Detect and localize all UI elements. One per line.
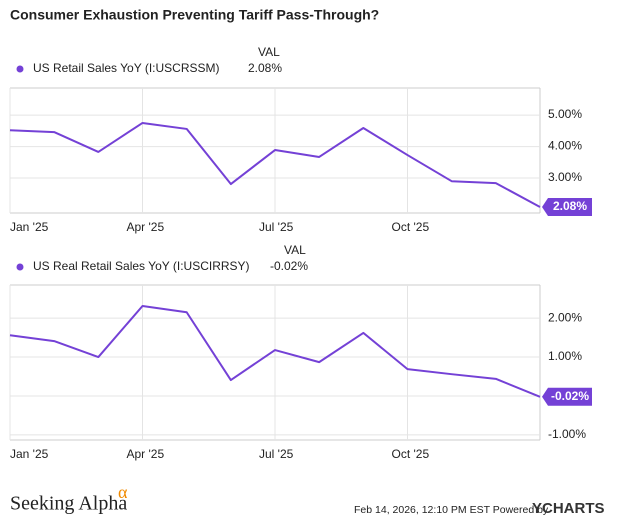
value-badge (542, 387, 592, 406)
series-line (9, 305, 541, 398)
legend-value: -0.02% (270, 259, 308, 273)
y-tick-label: 3.00% (548, 170, 582, 184)
x-tick-label: Jan '25 (10, 447, 49, 461)
brand-mark: α (118, 482, 128, 502)
y-tick-label: 5.00% (548, 107, 582, 121)
x-tick-label: Oct '25 (392, 447, 430, 461)
series-line (9, 121, 541, 208)
y-tick-label: 4.00% (548, 139, 582, 153)
legend-dot (16, 263, 24, 271)
legend-label: US Real Retail Sales YoY (I:USCIRRSY) (33, 259, 250, 273)
y-tick-label: -1.00% (548, 427, 586, 441)
legend-value: 2.08% (248, 61, 282, 75)
x-tick-label: Jul '25 (259, 447, 294, 461)
x-tick-label: Jan '25 (10, 220, 49, 234)
y-tick-label: 1.00% (548, 349, 582, 363)
x-tick-label: Oct '25 (392, 220, 430, 234)
x-tick-label: Jul '25 (259, 220, 294, 234)
provider: YCHARTS (532, 500, 605, 517)
value-header: VAL (284, 243, 306, 257)
y-tick-label: 2.00% (548, 310, 582, 324)
value-badge-label: -0.02% (551, 389, 589, 403)
brand: Seeking Alpha (10, 493, 127, 515)
value-badge (542, 198, 592, 217)
legend-label: US Retail Sales YoY (I:USCRSSM) (33, 61, 220, 75)
value-header: VAL (258, 45, 280, 59)
timestamp: Feb 14, 2026, 12:10 PM EST Powered by (354, 504, 549, 516)
legend-dot (16, 65, 24, 73)
value-badge-label: 2.08% (553, 199, 587, 213)
page-title: Consumer Exhaustion Preventing Tariff Pa… (10, 7, 379, 23)
x-tick-label: Apr '25 (127, 220, 165, 234)
x-tick-label: Apr '25 (127, 447, 165, 461)
